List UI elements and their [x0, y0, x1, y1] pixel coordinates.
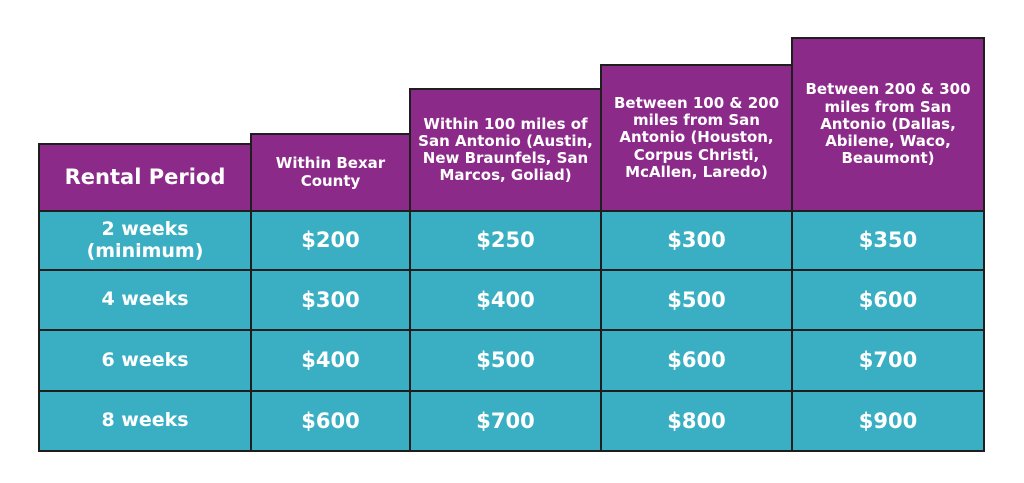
header-cell: Within 100 miles of San Antonio (Austin,… — [409, 88, 602, 212]
price-cell: $350 — [791, 210, 985, 271]
header-cell: Between 100 & 200 miles from San Antonio… — [600, 64, 793, 212]
price-cell: $250 — [409, 210, 602, 271]
price-cell: $600 — [250, 390, 411, 452]
header-cell: Within Bexar County — [250, 133, 411, 212]
header-cell: Rental Period — [38, 143, 252, 212]
price-cell: $400 — [250, 329, 411, 392]
price-cell: $200 — [250, 210, 411, 271]
price-cell: $900 — [791, 390, 985, 452]
row-label: 2 weeks (minimum) — [38, 210, 252, 271]
price-cell: $300 — [600, 210, 793, 271]
price-cell: $600 — [791, 269, 985, 331]
price-cell: $300 — [250, 269, 411, 331]
header-cell: Between 200 & 300 miles from San Antonio… — [791, 37, 985, 212]
price-cell: $500 — [409, 329, 602, 392]
price-cell: $800 — [600, 390, 793, 452]
price-cell: $500 — [600, 269, 793, 331]
price-cell: $700 — [791, 329, 985, 392]
row-label: 6 weeks — [38, 329, 252, 392]
row-label: 4 weeks — [38, 269, 252, 331]
price-cell: $700 — [409, 390, 602, 452]
price-cell: $400 — [409, 269, 602, 331]
price-cell: $600 — [600, 329, 793, 392]
row-label: 8 weeks — [38, 390, 252, 452]
